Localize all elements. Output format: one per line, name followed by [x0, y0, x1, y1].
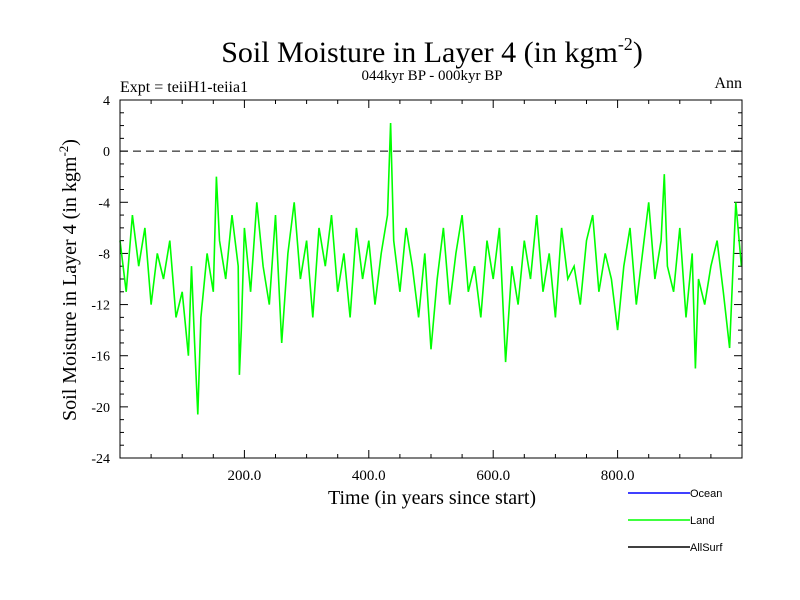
plot-frame	[119, 99, 743, 459]
y-tick-label: 4	[103, 94, 110, 109]
subtitle-center: 044kyr BP - 000kyr BP	[361, 68, 502, 84]
chart-title-main: Soil Moisture in Layer 4 (in kgm	[221, 36, 618, 69]
legend-label-land: Land	[690, 515, 714, 527]
series-land	[119, 122, 743, 415]
y-tick-label: -12	[91, 299, 110, 314]
chart-title: Soil Moisture in Layer 4 (in kgm-2)	[221, 34, 643, 69]
subtitle-left: Expt = teiiH1-teiia1	[120, 79, 248, 96]
legend: Ocean Land AllSurf	[628, 488, 723, 554]
series-line-land	[119, 122, 743, 415]
tick-marks	[120, 100, 742, 458]
y-tick-label: -8	[98, 247, 110, 262]
legend-label-allsurf: AllSurf	[690, 542, 723, 554]
y-tick-labels: 4 0 -4 -8 -12 -16 -20 -24	[91, 94, 110, 467]
y-tick-label: -20	[91, 401, 110, 416]
x-tick-label: 200.0	[228, 468, 262, 484]
y-tick-label: -4	[98, 196, 110, 211]
y-axis-label-main: Soil Moisture in Layer 4 (in kgm	[59, 156, 81, 421]
chart-title-end: )	[633, 36, 643, 69]
y-tick-label: -16	[91, 350, 110, 365]
x-tick-label: 600.0	[476, 468, 510, 484]
legend-label-ocean: Ocean	[690, 488, 722, 500]
subtitle-right: Ann	[714, 75, 742, 92]
x-axis-label: Time (in years since start)	[328, 487, 536, 509]
x-tick-label: 400.0	[352, 468, 386, 484]
x-tick-label: 800.0	[601, 468, 635, 484]
y-axis-label-sup: -2	[56, 146, 71, 157]
y-tick-label: 0	[103, 145, 110, 160]
y-tick-label: -24	[91, 452, 110, 467]
y-axis-label-end: )	[59, 139, 81, 146]
x-tick-labels: 200.0 400.0 600.0 800.0	[228, 468, 635, 484]
chart-title-sup: -2	[618, 34, 633, 54]
y-axis-label: Soil Moisture in Layer 4 (in kgm-2)	[56, 139, 81, 421]
